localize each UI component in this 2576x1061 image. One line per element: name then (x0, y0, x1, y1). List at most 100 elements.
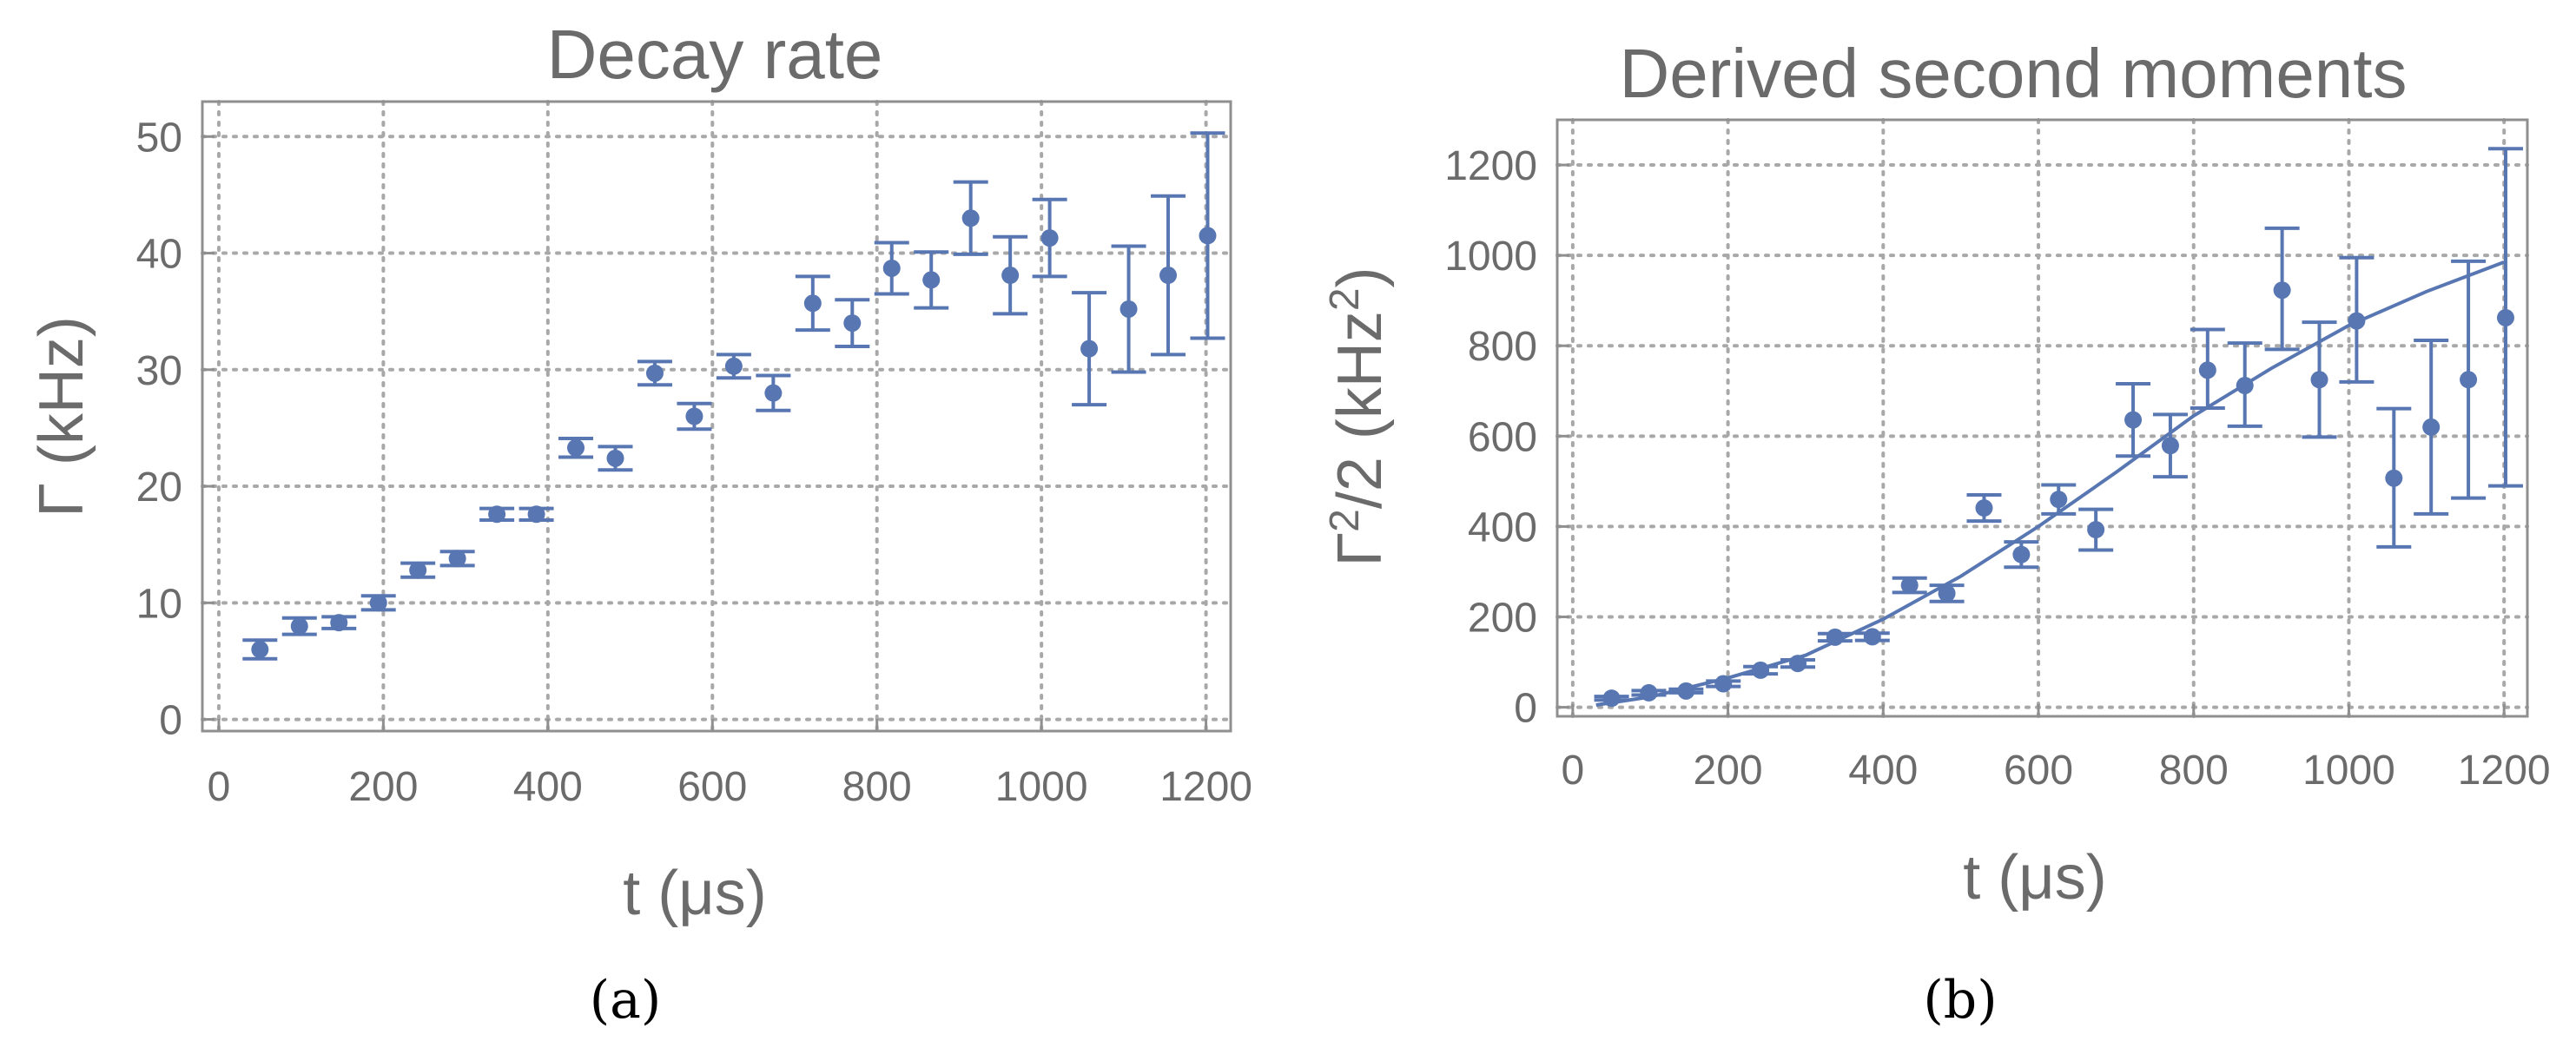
y-tick-label: 0 (1514, 686, 1537, 732)
x-tick-label: 600 (2004, 748, 2073, 794)
data-point (1938, 584, 1956, 603)
panel-a-x-axis-label: t (μs) (623, 859, 766, 928)
x-tick-label: 600 (677, 764, 747, 810)
x-tick-label: 800 (842, 764, 912, 810)
panel-b-y-axis-label: Γ2/2 (kHz2) (1322, 267, 1396, 566)
panel-a-title: Decay rate (547, 16, 883, 93)
data-point (2496, 308, 2514, 326)
data-point (2012, 545, 2031, 563)
y-tick-label: 40 (136, 232, 182, 278)
panel-a-points (251, 209, 1217, 659)
data-point (803, 294, 822, 313)
data-point (1001, 267, 1020, 285)
data-point (1789, 655, 1807, 673)
data-point (2310, 371, 2328, 389)
data-point (1602, 689, 1621, 708)
panel-b-derived-second-moments: Derived second moments 0 200 400 600 800 1000… (1322, 35, 2551, 1031)
data-point (882, 259, 901, 277)
data-point (2422, 418, 2441, 436)
data-point (2348, 312, 2366, 330)
data-point (369, 594, 387, 612)
panel-b-x-axis-label: t (μs) (1963, 843, 2106, 913)
data-point (2273, 281, 2291, 300)
panel-a-plot-frame (201, 100, 1232, 733)
x-tick-label: 400 (513, 764, 583, 810)
panel-a-grid (201, 100, 1232, 733)
y-tick-label: 10 (136, 581, 182, 627)
y-tick-label: 1000 (1444, 234, 1537, 280)
y-tick-label: 20 (136, 465, 182, 511)
panel-a-ticks (202, 135, 1208, 731)
x-tick-label: 1200 (2458, 748, 2551, 794)
y-tick-label: 400 (1468, 504, 1537, 550)
data-point (2124, 411, 2143, 429)
data-point (488, 505, 506, 524)
data-point (1040, 229, 1059, 247)
panel-b-y-tick-labels: 0 200 400 600 800 1000 1200 (1444, 143, 1537, 732)
data-point (764, 384, 783, 402)
x-tick-label: 0 (208, 764, 231, 810)
data-point (645, 364, 664, 382)
data-point (290, 617, 308, 636)
y-tick-label: 50 (136, 115, 182, 161)
data-point (2161, 437, 2179, 455)
panel-b-points (1602, 281, 2514, 708)
panel-b-grid (1556, 118, 2529, 718)
data-point (2050, 491, 2068, 509)
data-point (1975, 499, 1993, 517)
data-point (685, 407, 703, 425)
data-point (724, 357, 743, 375)
data-point (2385, 469, 2403, 487)
y-tick-label: 800 (1468, 324, 1537, 370)
data-point (606, 449, 624, 467)
x-tick-label: 800 (2159, 748, 2229, 794)
data-point (1900, 577, 1919, 595)
data-point (1714, 675, 1733, 693)
x-tick-label: 1200 (1159, 764, 1252, 810)
panel-b-ticks (1557, 163, 2506, 716)
panel-b-label: (b) (1923, 970, 1997, 1031)
data-point (1120, 300, 1138, 318)
x-tick-label: 1000 (995, 764, 1088, 810)
data-point (330, 614, 348, 632)
data-point (1080, 339, 1099, 358)
x-tick-label: 1000 (2302, 748, 2395, 794)
data-point (1752, 661, 1770, 679)
data-point (567, 438, 585, 457)
data-point (961, 209, 980, 227)
panel-a-y-axis-label: Γ (kHz) (27, 316, 96, 517)
panel-a-decay-rate: Decay rate 0 200 400 600 800 1000 1200 0 10 20 30… (27, 16, 1252, 1031)
data-point (251, 641, 269, 659)
data-point (2460, 371, 2478, 389)
panel-b-title: Derived second moments (1619, 35, 2407, 112)
y-tick-label: 30 (136, 348, 182, 394)
y-tick-label: 600 (1468, 414, 1537, 460)
data-point (2198, 361, 2216, 379)
panel-a-x-tick-labels: 0 200 400 600 800 1000 1200 (208, 764, 1252, 810)
data-point (1159, 267, 1178, 285)
data-point (2087, 521, 2105, 539)
data-point (1826, 628, 1844, 646)
x-tick-label: 400 (1848, 748, 1918, 794)
data-point (1677, 682, 1695, 700)
data-point (1640, 683, 1658, 702)
data-point (409, 561, 427, 579)
panel-a-error-bars (242, 131, 1225, 661)
panel-a-y-tick-labels: 0 10 20 30 40 50 (136, 115, 182, 743)
data-point (922, 271, 941, 289)
x-tick-label: 200 (348, 764, 418, 810)
data-point (1199, 227, 1217, 245)
y-tick-label: 1200 (1444, 143, 1537, 189)
data-point (843, 314, 862, 333)
x-tick-label: 0 (1562, 748, 1585, 794)
panel-b-x-tick-labels: 0 200 400 600 800 1000 1200 (1562, 748, 2551, 794)
data-point (2236, 377, 2254, 395)
data-point (1863, 628, 1881, 646)
data-point (527, 505, 545, 524)
data-point (448, 550, 466, 568)
y-tick-label: 200 (1468, 596, 1537, 642)
x-tick-label: 200 (1694, 748, 1763, 794)
panel-b-plot-frame (1556, 118, 2529, 718)
panel-a-label: (a) (590, 970, 662, 1031)
